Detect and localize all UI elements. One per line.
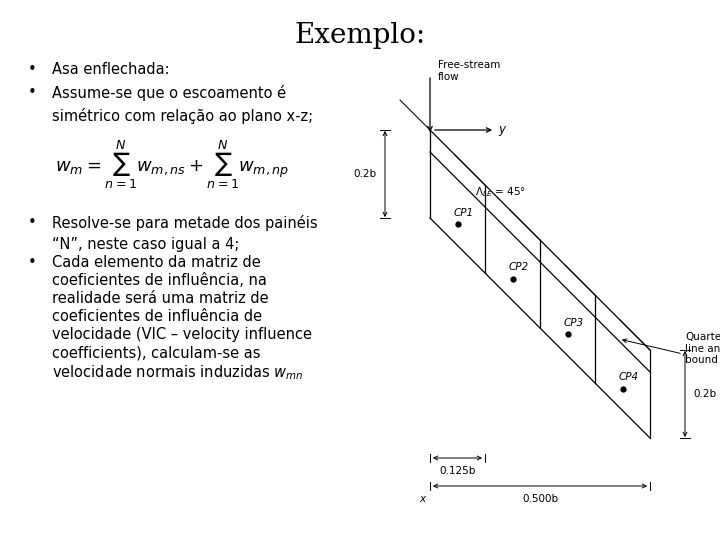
Text: •: • [28, 85, 37, 100]
Text: Quarter-chord
line and
bound vortex: Quarter-chord line and bound vortex [685, 332, 720, 365]
Text: velocidade (VIC – velocity influence: velocidade (VIC – velocity influence [52, 327, 312, 342]
Text: velocidade normais induzidas $w_{mn}$: velocidade normais induzidas $w_{mn}$ [52, 363, 304, 382]
Text: Asa enflechada:: Asa enflechada: [52, 62, 170, 77]
Text: Exemplo:: Exemplo: [294, 22, 426, 49]
Text: 0.2b: 0.2b [354, 169, 377, 179]
Text: •: • [28, 215, 37, 230]
Text: y: y [498, 124, 505, 137]
Text: $\Lambda_{LE}$ = 45°: $\Lambda_{LE}$ = 45° [475, 185, 526, 199]
Text: CP3: CP3 [564, 318, 584, 327]
Text: Resolve-se para metade dos painéis
“N”, neste caso igual a 4;: Resolve-se para metade dos painéis “N”, … [52, 215, 318, 252]
Text: •: • [28, 62, 37, 77]
Text: 0.500b: 0.500b [522, 494, 558, 504]
Text: coefficients), calculam-se as: coefficients), calculam-se as [52, 345, 261, 360]
Text: Assume-se que o escoamento é
simétrico com relação ao plano x-z;: Assume-se que o escoamento é simétrico c… [52, 85, 313, 124]
Text: $w_m = \sum_{n=1}^{N} w_{m,ns} + \sum_{n=1}^{N} w_{m,np}$: $w_m = \sum_{n=1}^{N} w_{m,ns} + \sum_{n… [55, 138, 289, 191]
Text: coeficientes de influência de: coeficientes de influência de [52, 309, 262, 324]
Text: 0.2b: 0.2b [693, 389, 716, 399]
Text: Free-stream: Free-stream [438, 60, 500, 70]
Text: coeficientes de influência, na: coeficientes de influência, na [52, 273, 267, 288]
Text: CP4: CP4 [618, 373, 639, 382]
Text: •: • [28, 255, 37, 270]
Text: Cada elemento da matriz de: Cada elemento da matriz de [52, 255, 261, 270]
Text: CP2: CP2 [508, 262, 528, 273]
Text: x: x [419, 494, 425, 504]
Text: realidade será uma matriz de: realidade será uma matriz de [52, 291, 269, 306]
Text: 0.125b: 0.125b [439, 466, 476, 476]
Text: flow: flow [438, 72, 459, 82]
Text: CP1: CP1 [454, 207, 474, 218]
